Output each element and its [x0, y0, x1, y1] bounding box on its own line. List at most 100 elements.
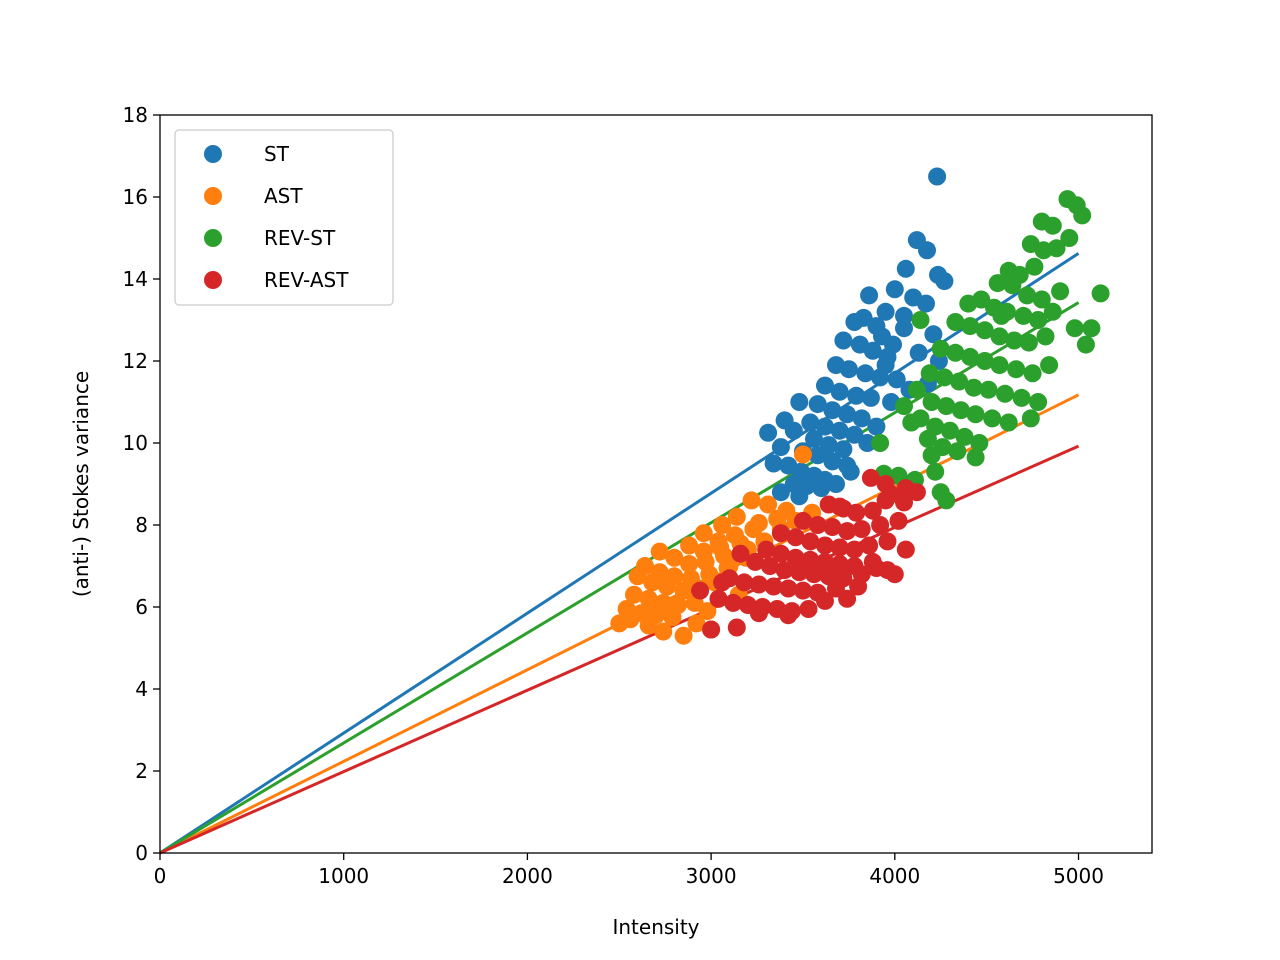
point-rev-ast: [713, 573, 732, 592]
point-rev-ast: [760, 557, 779, 575]
point-st: [834, 331, 853, 350]
point-st: [805, 429, 823, 448]
point-rev-st: [871, 434, 890, 452]
point-st: [917, 294, 935, 313]
point-rev-st: [920, 364, 939, 383]
point-rev-st: [895, 397, 913, 416]
point-rev-ast: [830, 555, 849, 573]
point-rev-st: [1043, 216, 1062, 235]
plot-frame: [159, 114, 1153, 854]
point-st: [790, 487, 809, 506]
point-rev-st: [1040, 356, 1059, 375]
point-st: [867, 417, 886, 436]
point-st: [856, 364, 875, 383]
point-ast: [742, 491, 761, 510]
point-st: [771, 483, 790, 502]
point-rev-st: [996, 384, 1014, 403]
point-rev-ast: [727, 618, 746, 637]
point-st: [909, 343, 928, 362]
point-rev-ast: [749, 575, 768, 594]
point-rev-ast: [746, 552, 765, 571]
point-rev-st: [951, 401, 970, 420]
point-st: [884, 335, 902, 354]
point-st: [858, 434, 877, 452]
point-rev-st: [1012, 388, 1031, 407]
point-st: [816, 376, 834, 395]
point-ast: [625, 585, 643, 604]
point-rev-st: [979, 380, 998, 399]
point-rev-ast: [771, 524, 790, 543]
point-rev-ast: [845, 540, 864, 559]
point-rev-ast: [871, 516, 890, 534]
point-st: [918, 241, 936, 260]
series-st: [759, 167, 954, 506]
point-rev-st: [1091, 284, 1110, 303]
point-rev-ast: [808, 516, 827, 534]
point-ast: [661, 600, 680, 618]
point-rev-ast: [779, 579, 798, 598]
y-tick-label: 10: [123, 431, 148, 455]
point-rev-ast: [816, 552, 834, 571]
point-ast: [643, 573, 662, 592]
point-ast: [680, 555, 699, 573]
y-tick-label: 0: [135, 841, 148, 865]
y-tick-label: 4: [135, 677, 148, 701]
point-rev-st: [922, 446, 941, 465]
legend-label: AST: [264, 184, 303, 208]
fit-line-rev-st: [159, 301, 1080, 855]
point-rev-ast: [790, 563, 809, 582]
legend-label: REV-AST: [264, 268, 349, 292]
point-st: [935, 272, 954, 291]
point-rev-ast: [895, 493, 913, 512]
point-st: [808, 446, 827, 465]
point-rev-ast: [764, 577, 783, 596]
point-ast: [654, 622, 673, 641]
point-rev-st: [950, 372, 969, 391]
point-rev-st: [1043, 302, 1062, 321]
series-rev-st: [871, 190, 1110, 510]
point-ast: [744, 520, 763, 539]
point-ast: [694, 524, 713, 543]
point-rev-ast: [816, 536, 834, 555]
x-tick-label: 0: [154, 864, 167, 888]
point-rev-st: [1014, 306, 1033, 325]
point-rev-st: [990, 327, 1009, 346]
point-rev-st: [961, 317, 980, 336]
series-ast: [610, 445, 822, 645]
point-rev-ast: [867, 559, 886, 577]
point-rev-st: [1023, 364, 1042, 383]
y-tick-label: 8: [135, 513, 148, 537]
point-ast: [621, 610, 640, 629]
point-st: [801, 413, 820, 432]
x-axis-ticks: 0 1000 2000 3000 4000 5000: [154, 853, 1104, 888]
point-rev-ast: [724, 593, 743, 612]
point-ast: [639, 616, 658, 635]
point-rev-ast: [757, 540, 776, 559]
point-rev-st: [935, 368, 954, 387]
point-rev-ast: [876, 491, 895, 510]
point-st: [860, 286, 879, 305]
point-st: [863, 341, 882, 360]
point-rev-ast: [896, 540, 915, 559]
point-st: [759, 423, 778, 442]
point-rev-st: [1021, 409, 1040, 428]
point-ast: [639, 589, 658, 608]
point-rev-st: [1029, 393, 1048, 411]
point-rev-ast: [907, 483, 926, 502]
point-rev-st: [970, 434, 989, 452]
point-rev-st: [937, 397, 956, 416]
point-rev-ast: [801, 550, 820, 569]
point-rev-st: [1073, 206, 1092, 225]
point-st: [876, 302, 895, 321]
legend-marker: [204, 271, 222, 289]
legend-marker: [204, 145, 222, 163]
point-rev-ast: [861, 468, 880, 487]
point-rev-ast: [794, 511, 812, 530]
point-rev-st: [990, 356, 1009, 375]
point-st: [838, 405, 857, 424]
legend-label: ST: [264, 142, 290, 166]
point-rev-st: [1047, 239, 1066, 258]
point-ast: [665, 548, 684, 567]
point-rev-st: [955, 427, 974, 446]
